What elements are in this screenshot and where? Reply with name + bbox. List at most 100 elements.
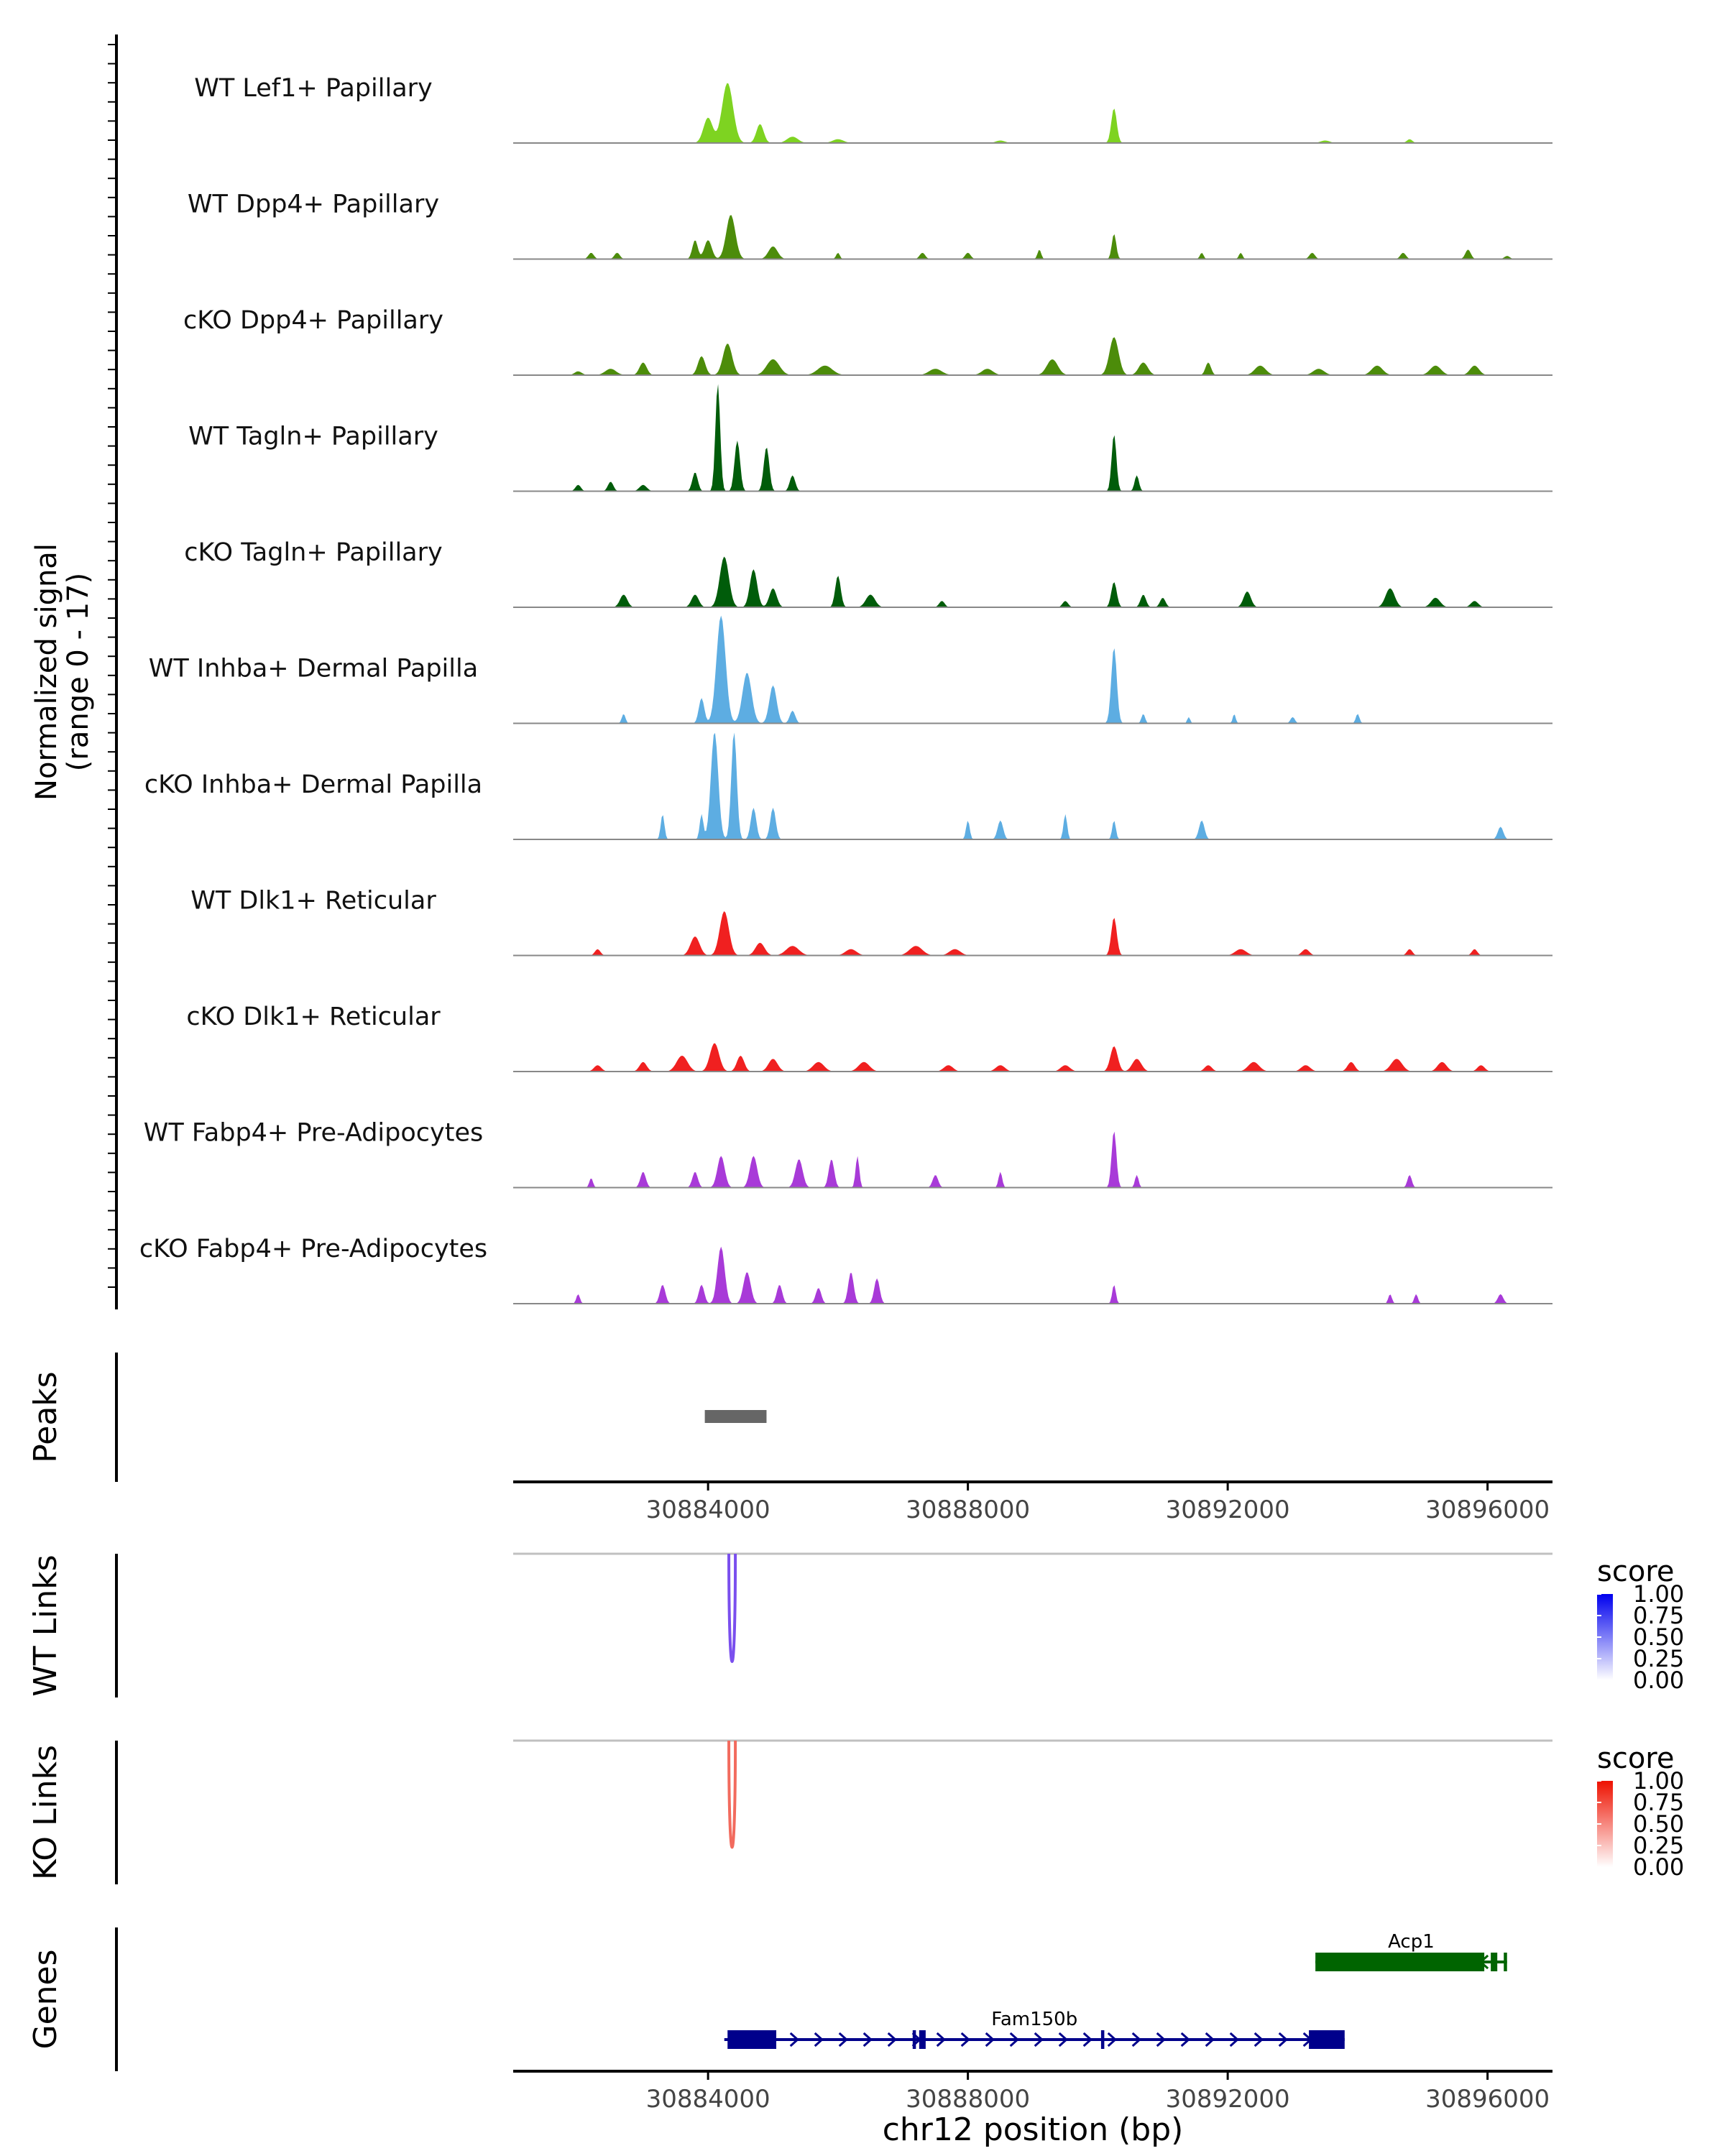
gene-exon <box>727 2030 777 2049</box>
x-axis-title: chr12 position (bp) <box>883 2111 1184 2148</box>
coverage-track: WT Dlk1+ Reticular <box>190 887 1552 957</box>
strand-chevron <box>936 2032 946 2047</box>
coverage-track: WT Lef1+ Papillary <box>194 74 1552 144</box>
gene-exon <box>912 2030 916 2049</box>
gene-exon <box>1100 2030 1105 2049</box>
strand-chevron <box>862 2032 873 2047</box>
wt-links <box>513 1552 1552 1663</box>
strand-chevron <box>985 2032 995 2047</box>
x-tick-label: 30892000 <box>1166 1496 1290 1524</box>
strand-chevron <box>1058 2032 1068 2047</box>
coverage-track-label: WT Lef1+ Papillary <box>194 74 433 103</box>
peaks-track-label: Peaks <box>27 1371 64 1462</box>
gene-exon <box>1309 2030 1345 2049</box>
coverage-track-label: cKO Inhba+ Dermal Papilla <box>144 770 482 799</box>
strand-chevron <box>1278 2032 1288 2047</box>
legend-tick-label: 0.75 <box>1633 1602 1684 1629</box>
gene-model: Fam150b <box>724 2009 1345 2049</box>
legend-tick-label: 0.50 <box>1633 1623 1684 1651</box>
coverage-track-label: cKO Dpp4+ Papillary <box>183 306 443 335</box>
peak-region <box>704 1410 767 1423</box>
coverage-track-label: WT Inhba+ Dermal Papilla <box>149 655 478 683</box>
coverage-track: WT Fabp4+ Pre-Adipocytes <box>144 1119 1552 1189</box>
strand-chevron <box>887 2032 897 2047</box>
coverage-signal-area <box>513 732 1552 839</box>
coverage-track-label: WT Tagln+ Papillary <box>188 423 438 451</box>
gene-exon <box>1491 1953 1498 1971</box>
coverage-y-ticks <box>108 44 116 1288</box>
gene-name-label: Acp1 <box>1388 1931 1435 1953</box>
coverage-signal-area <box>513 384 1552 492</box>
coverage-ylabel-line2: (range 0 - 17) <box>62 573 95 771</box>
link-arc <box>727 1740 737 1849</box>
legend-tick-label: 0.00 <box>1633 1667 1684 1694</box>
coverage-signal-area <box>513 556 1552 607</box>
strand-chevron <box>1034 2032 1044 2047</box>
legend-title: score <box>1597 1742 1674 1775</box>
coverage-signal-area <box>513 215 1552 259</box>
coverage-track: WT Dpp4+ Papillary <box>188 190 1552 260</box>
strand-chevron <box>1082 2032 1092 2047</box>
x-tick-label: 30892000 <box>1166 2085 1290 2114</box>
genes-x-ticks: 30884000 30888000 30892000 30896000 <box>646 2071 1550 2114</box>
coverage-ylabel-line1: Normalized signal <box>30 543 63 801</box>
legend-tick-label: 0.50 <box>1633 1810 1684 1838</box>
coverage-track-label: cKO Dlk1+ Reticular <box>186 1003 441 1031</box>
coverage-track: cKO Dpp4+ Papillary <box>183 306 1552 376</box>
wt-links-track-label: WT Links <box>27 1554 64 1696</box>
coverage-signal-area <box>513 615 1552 724</box>
strand-chevron <box>838 2032 848 2047</box>
coverage-signal-area <box>513 1246 1552 1304</box>
coverage-signal-area <box>513 1043 1552 1072</box>
coverage-signal-area <box>513 337 1552 375</box>
strand-chevron <box>960 2032 970 2047</box>
strand-chevron <box>1156 2032 1166 2047</box>
link-arc <box>727 1553 737 1663</box>
legend-tick-label: 0.75 <box>1633 1789 1684 1816</box>
coverage-track-label: cKO Tagln+ Papillary <box>184 538 443 567</box>
gene-exon <box>919 2030 926 2049</box>
gene-exon <box>1504 1953 1507 1971</box>
legend-tick-label: 0.25 <box>1633 1832 1684 1859</box>
legend-tick-label: 0.25 <box>1633 1645 1684 1672</box>
legend-title: score <box>1597 1555 1674 1588</box>
strand-chevron <box>1107 2032 1117 2047</box>
coverage-signal-area <box>513 1131 1552 1188</box>
strand-chevron <box>1254 2032 1264 2047</box>
coverage-track-label: cKO Fabp4+ Pre-Adipocytes <box>139 1235 487 1263</box>
peaks-regions <box>704 1410 767 1423</box>
gene-name-label: Fam150b <box>991 2009 1077 2030</box>
legend-tick-label: 0.00 <box>1633 1853 1684 1881</box>
x-tick-label: 30896000 <box>1425 2085 1550 2114</box>
coverage-track-label: WT Dlk1+ Reticular <box>190 887 436 916</box>
strand-chevron <box>1009 2032 1019 2047</box>
gene-exon <box>1315 1953 1485 1971</box>
ko-links <box>513 1739 1552 1849</box>
ko-links-track-label: KO Links <box>27 1745 64 1880</box>
x-tick-label: 30896000 <box>1425 1496 1550 1524</box>
coverage-track: cKO Tagln+ Papillary <box>184 538 1552 608</box>
coverage-track: WT Inhba+ Dermal Papilla <box>149 615 1552 724</box>
x-tick-label: 30884000 <box>646 1496 770 1524</box>
strand-chevron <box>1205 2032 1215 2047</box>
coverage-track: cKO Inhba+ Dermal Papilla <box>144 732 1552 840</box>
legend-tick-label: 1.00 <box>1633 1767 1684 1795</box>
coverage-track: WT Tagln+ Papillary <box>188 384 1552 492</box>
peaks-x-ticks: 30884000 30888000 30892000 30896000 <box>646 1482 1550 1524</box>
x-tick-label: 30888000 <box>906 2085 1030 2114</box>
strand-chevron <box>1131 2032 1141 2047</box>
coverage-track-label: WT Dpp4+ Papillary <box>188 190 439 219</box>
gene-model: Acp1 <box>1315 1931 1507 1971</box>
x-tick-label: 30888000 <box>906 1496 1030 1524</box>
coverage-signal-area <box>513 83 1552 143</box>
strand-chevron <box>1180 2032 1190 2047</box>
genes-track-label: Genes <box>27 1949 64 2049</box>
strand-chevron <box>1229 2032 1239 2047</box>
strand-chevron <box>789 2032 799 2047</box>
coverage-signal-area <box>513 911 1552 956</box>
strand-chevron <box>814 2032 824 2047</box>
x-tick-label: 30884000 <box>646 2085 770 2114</box>
